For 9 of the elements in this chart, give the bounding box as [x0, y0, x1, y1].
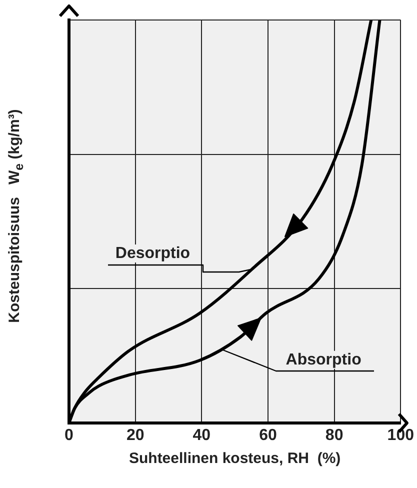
x-tick-label: 100 [387, 426, 414, 444]
x-tick-label: 40 [192, 426, 211, 444]
annotation: Absorptio [286, 351, 362, 368]
x-tick-label: 60 [259, 426, 277, 444]
x-axis-title: Suhteellinen kosteus, RH (%) [128, 450, 341, 468]
x-tick-label: 80 [325, 426, 344, 444]
x-tick-label: 20 [126, 426, 144, 444]
x-tick-label: 0 [64, 426, 74, 444]
annotation: Desorptio [115, 244, 190, 262]
